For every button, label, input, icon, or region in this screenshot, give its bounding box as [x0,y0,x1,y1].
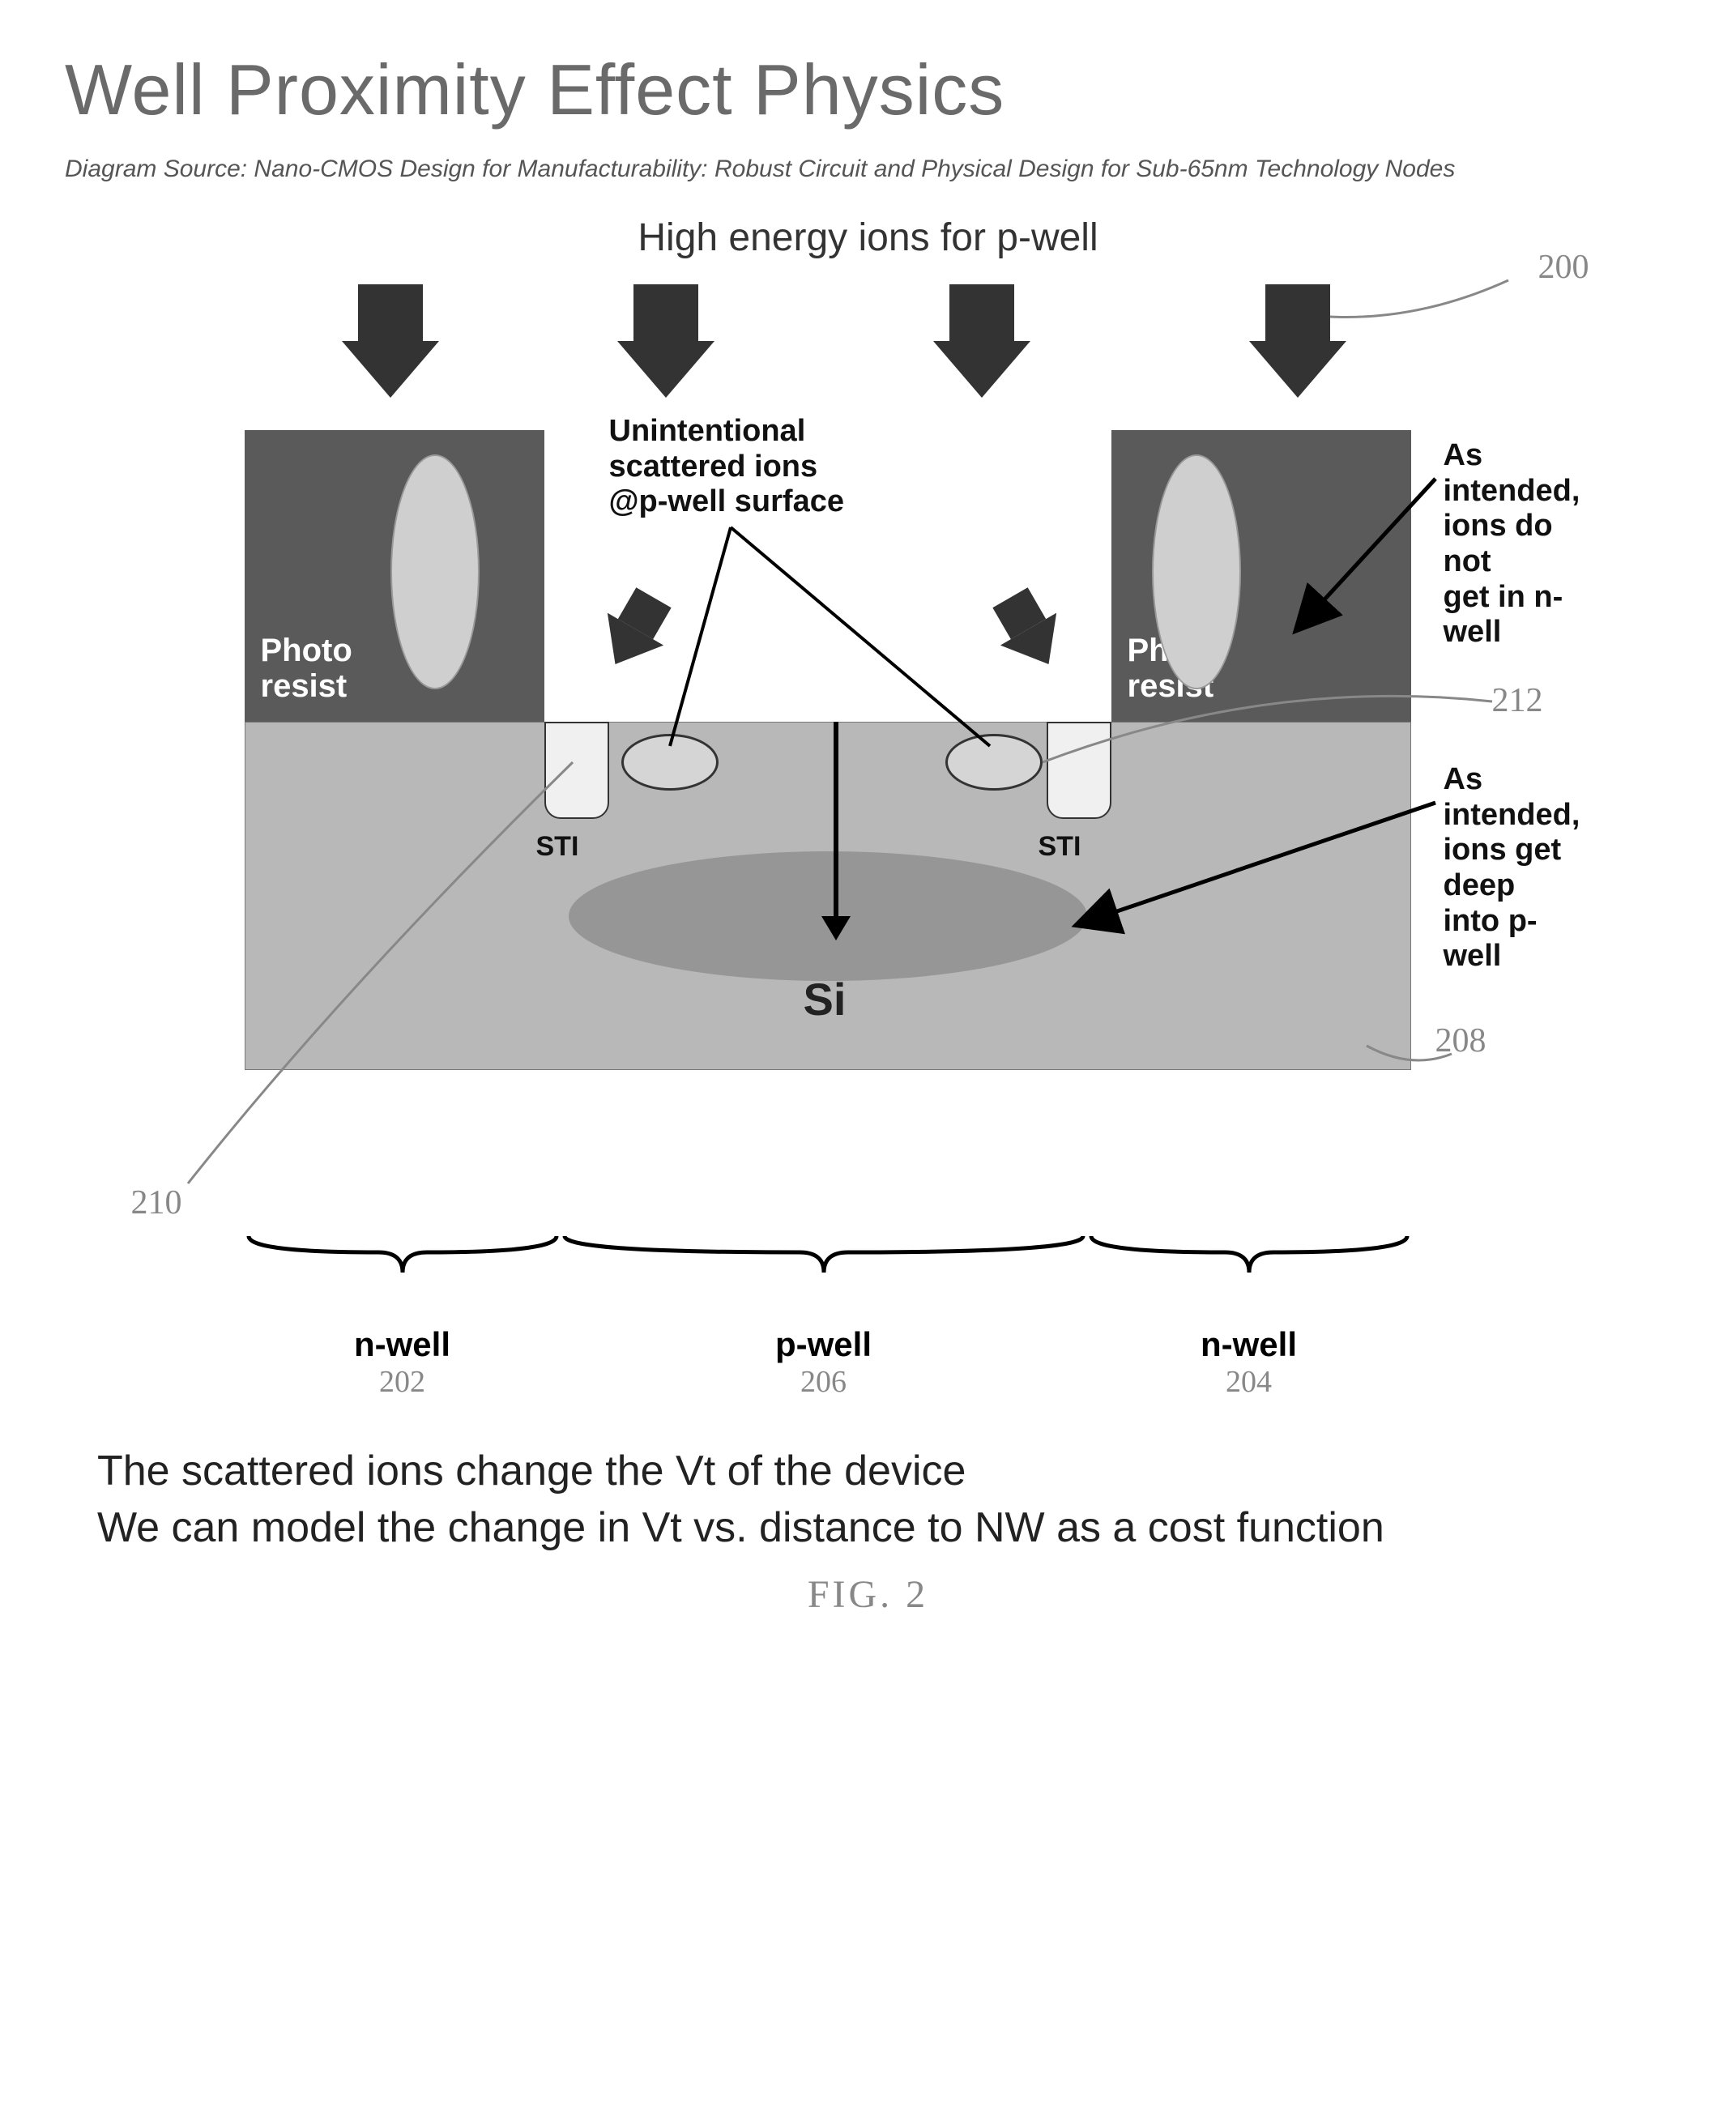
well-label-2: n-well [1087,1325,1411,1364]
annot-unintentional: Unintentionalscattered ions@p-well surfa… [609,414,844,520]
pwell-penetration-arrow [812,722,860,949]
annot-intended-no-arrow [1282,463,1452,645]
diagram-container: High energy ions for p-well 200 Photores… [180,215,1557,1410]
brace-icon [1087,1232,1411,1277]
stopped-ion-ellipse-right [1152,454,1241,689]
ion-arrow-3 [1249,284,1346,398]
source-citation: Diagram Source: Nano-CMOS Design for Man… [65,156,1671,183]
ref-210-leader [180,746,747,1232]
annot-intended-deep-arrow [1063,787,1452,940]
well-ref-0: 202 [245,1364,561,1400]
ref-212-leader [1034,689,1516,787]
annot-intended-deep: As intended,ions get deepinto p-well [1444,762,1580,974]
figure-label: FIG. 2 [65,1572,1671,1617]
well-ref-1: 206 [561,1364,1087,1400]
ion-arrow-2 [933,284,1030,398]
ion-arrow-0 [342,284,439,398]
well-labels-row: n-well202p-well206n-well204 [180,1232,1557,1410]
well-ref-2: 204 [1087,1364,1411,1400]
stopped-ion-ellipse-left [390,454,480,689]
well-label-0: n-well [245,1325,561,1364]
brace-icon [245,1232,561,1277]
ref-210: 210 [131,1183,182,1222]
annot-unintentional-leader-1 [723,519,998,754]
well-label-1: p-well [561,1325,1087,1364]
footer-line-2: We can model the change in Vt vs. distan… [97,1499,1671,1556]
cross-section-diagram: PhotoresistPhotoresistSi208STISTIUninten… [180,268,1557,1240]
diagram-subtitle: High energy ions for p-well [180,215,1557,260]
brace-icon [561,1232,1087,1277]
well-bracket-0: n-well202 [245,1232,561,1400]
annot-intended-no: As intended,ions do notget in n-well [1444,438,1580,650]
well-bracket-1: p-well206 [561,1232,1087,1400]
footer-text: The scattered ions change the Vt of the … [97,1443,1671,1556]
well-bracket-2: n-well204 [1087,1232,1411,1400]
footer-line-1: The scattered ions change the Vt of the … [97,1443,1671,1499]
page-title: Well Proximity Effect Physics [65,49,1671,131]
ion-arrow-1 [617,284,714,398]
photoresist-label-left: Photoresist [261,633,352,704]
